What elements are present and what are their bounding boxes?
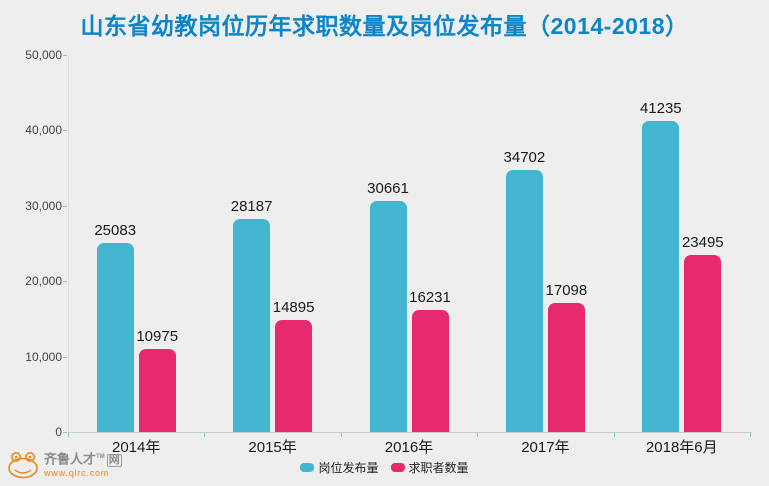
x-axis-tick xyxy=(204,433,205,437)
bar-value-label: 30661 xyxy=(367,179,409,197)
x-category-label: 2016年 xyxy=(384,439,434,456)
legend-swatch xyxy=(300,463,315,472)
y-tick-label: 0 xyxy=(55,425,62,439)
bar-value-label: 23495 xyxy=(681,233,724,251)
bar-value-label: 14895 xyxy=(272,298,315,316)
bar xyxy=(642,121,680,432)
y-tick-label: 40,000 xyxy=(25,123,62,138)
x-category-label: 2018年6月 xyxy=(645,439,718,456)
logo-net-badge: 网 xyxy=(106,454,122,467)
bar xyxy=(684,254,722,432)
chart-title: 山东省幼教岗位历年求职数量及岗位发布量（2014-2018） xyxy=(80,13,689,39)
x-category-label: 2017年 xyxy=(521,439,570,456)
bar-value-label: 25083 xyxy=(94,221,137,239)
qlrc-logo: 齐鲁人才TM 网 www.qlrc.com xyxy=(6,451,122,480)
bar-value-label: 41235 xyxy=(639,100,682,118)
y-tick-label: 30,000 xyxy=(25,198,62,213)
x-category-label: 2014年 xyxy=(112,439,161,456)
legend-swatch xyxy=(390,463,405,472)
bar xyxy=(96,242,134,432)
x-axis-tick xyxy=(614,433,615,437)
y-tick-label: 10,000 xyxy=(25,349,62,364)
bar-value-label: 34702 xyxy=(503,149,546,167)
y-tick-mark xyxy=(63,281,67,283)
legend: 岗位发布量 求职者数量 xyxy=(0,459,769,476)
bar-value-label: 28187 xyxy=(230,198,273,216)
y-tick-label: 50,000 xyxy=(25,48,62,62)
x-axis-tick xyxy=(477,433,478,437)
bar xyxy=(505,170,543,432)
frog-icon xyxy=(8,452,38,479)
logo-text: 齐鲁人才TM 网 www.qlrc.com xyxy=(44,451,122,480)
y-tick-mark xyxy=(63,130,67,132)
legend-item: 岗位发布量 xyxy=(300,459,379,476)
x-axis-tick xyxy=(68,433,69,437)
legend-label: 岗位发布量 xyxy=(318,461,379,475)
bar-value-label: 17098 xyxy=(545,282,588,300)
y-tick-mark xyxy=(63,432,67,433)
logo-name: 齐鲁人才TM 网 xyxy=(44,451,122,467)
legend-label: 求职者数量 xyxy=(408,461,469,475)
y-tick-mark xyxy=(63,205,67,207)
y-tick-mark xyxy=(63,55,67,56)
x-axis-tick xyxy=(341,433,342,437)
bar xyxy=(138,349,176,432)
bar xyxy=(233,219,271,432)
x-category-label: 2015年 xyxy=(248,439,297,456)
logo-name-text: 齐鲁人才 xyxy=(44,451,97,466)
logo-url: www.qlrc.com xyxy=(44,468,110,478)
bar-value-label: 10975 xyxy=(136,328,179,346)
y-tick-label: 20,000 xyxy=(25,274,62,289)
bar-value-label: 16231 xyxy=(409,288,451,306)
bar xyxy=(275,319,313,432)
legend-item: 求职者数量 xyxy=(390,459,469,476)
bar xyxy=(547,303,585,432)
bar xyxy=(411,309,449,432)
x-axis-tick xyxy=(750,433,751,437)
logo-tm: TM xyxy=(96,453,105,460)
y-axis-line xyxy=(68,55,69,432)
bar xyxy=(369,200,407,432)
y-tick-mark xyxy=(63,356,67,358)
x-axis-line xyxy=(68,432,752,433)
